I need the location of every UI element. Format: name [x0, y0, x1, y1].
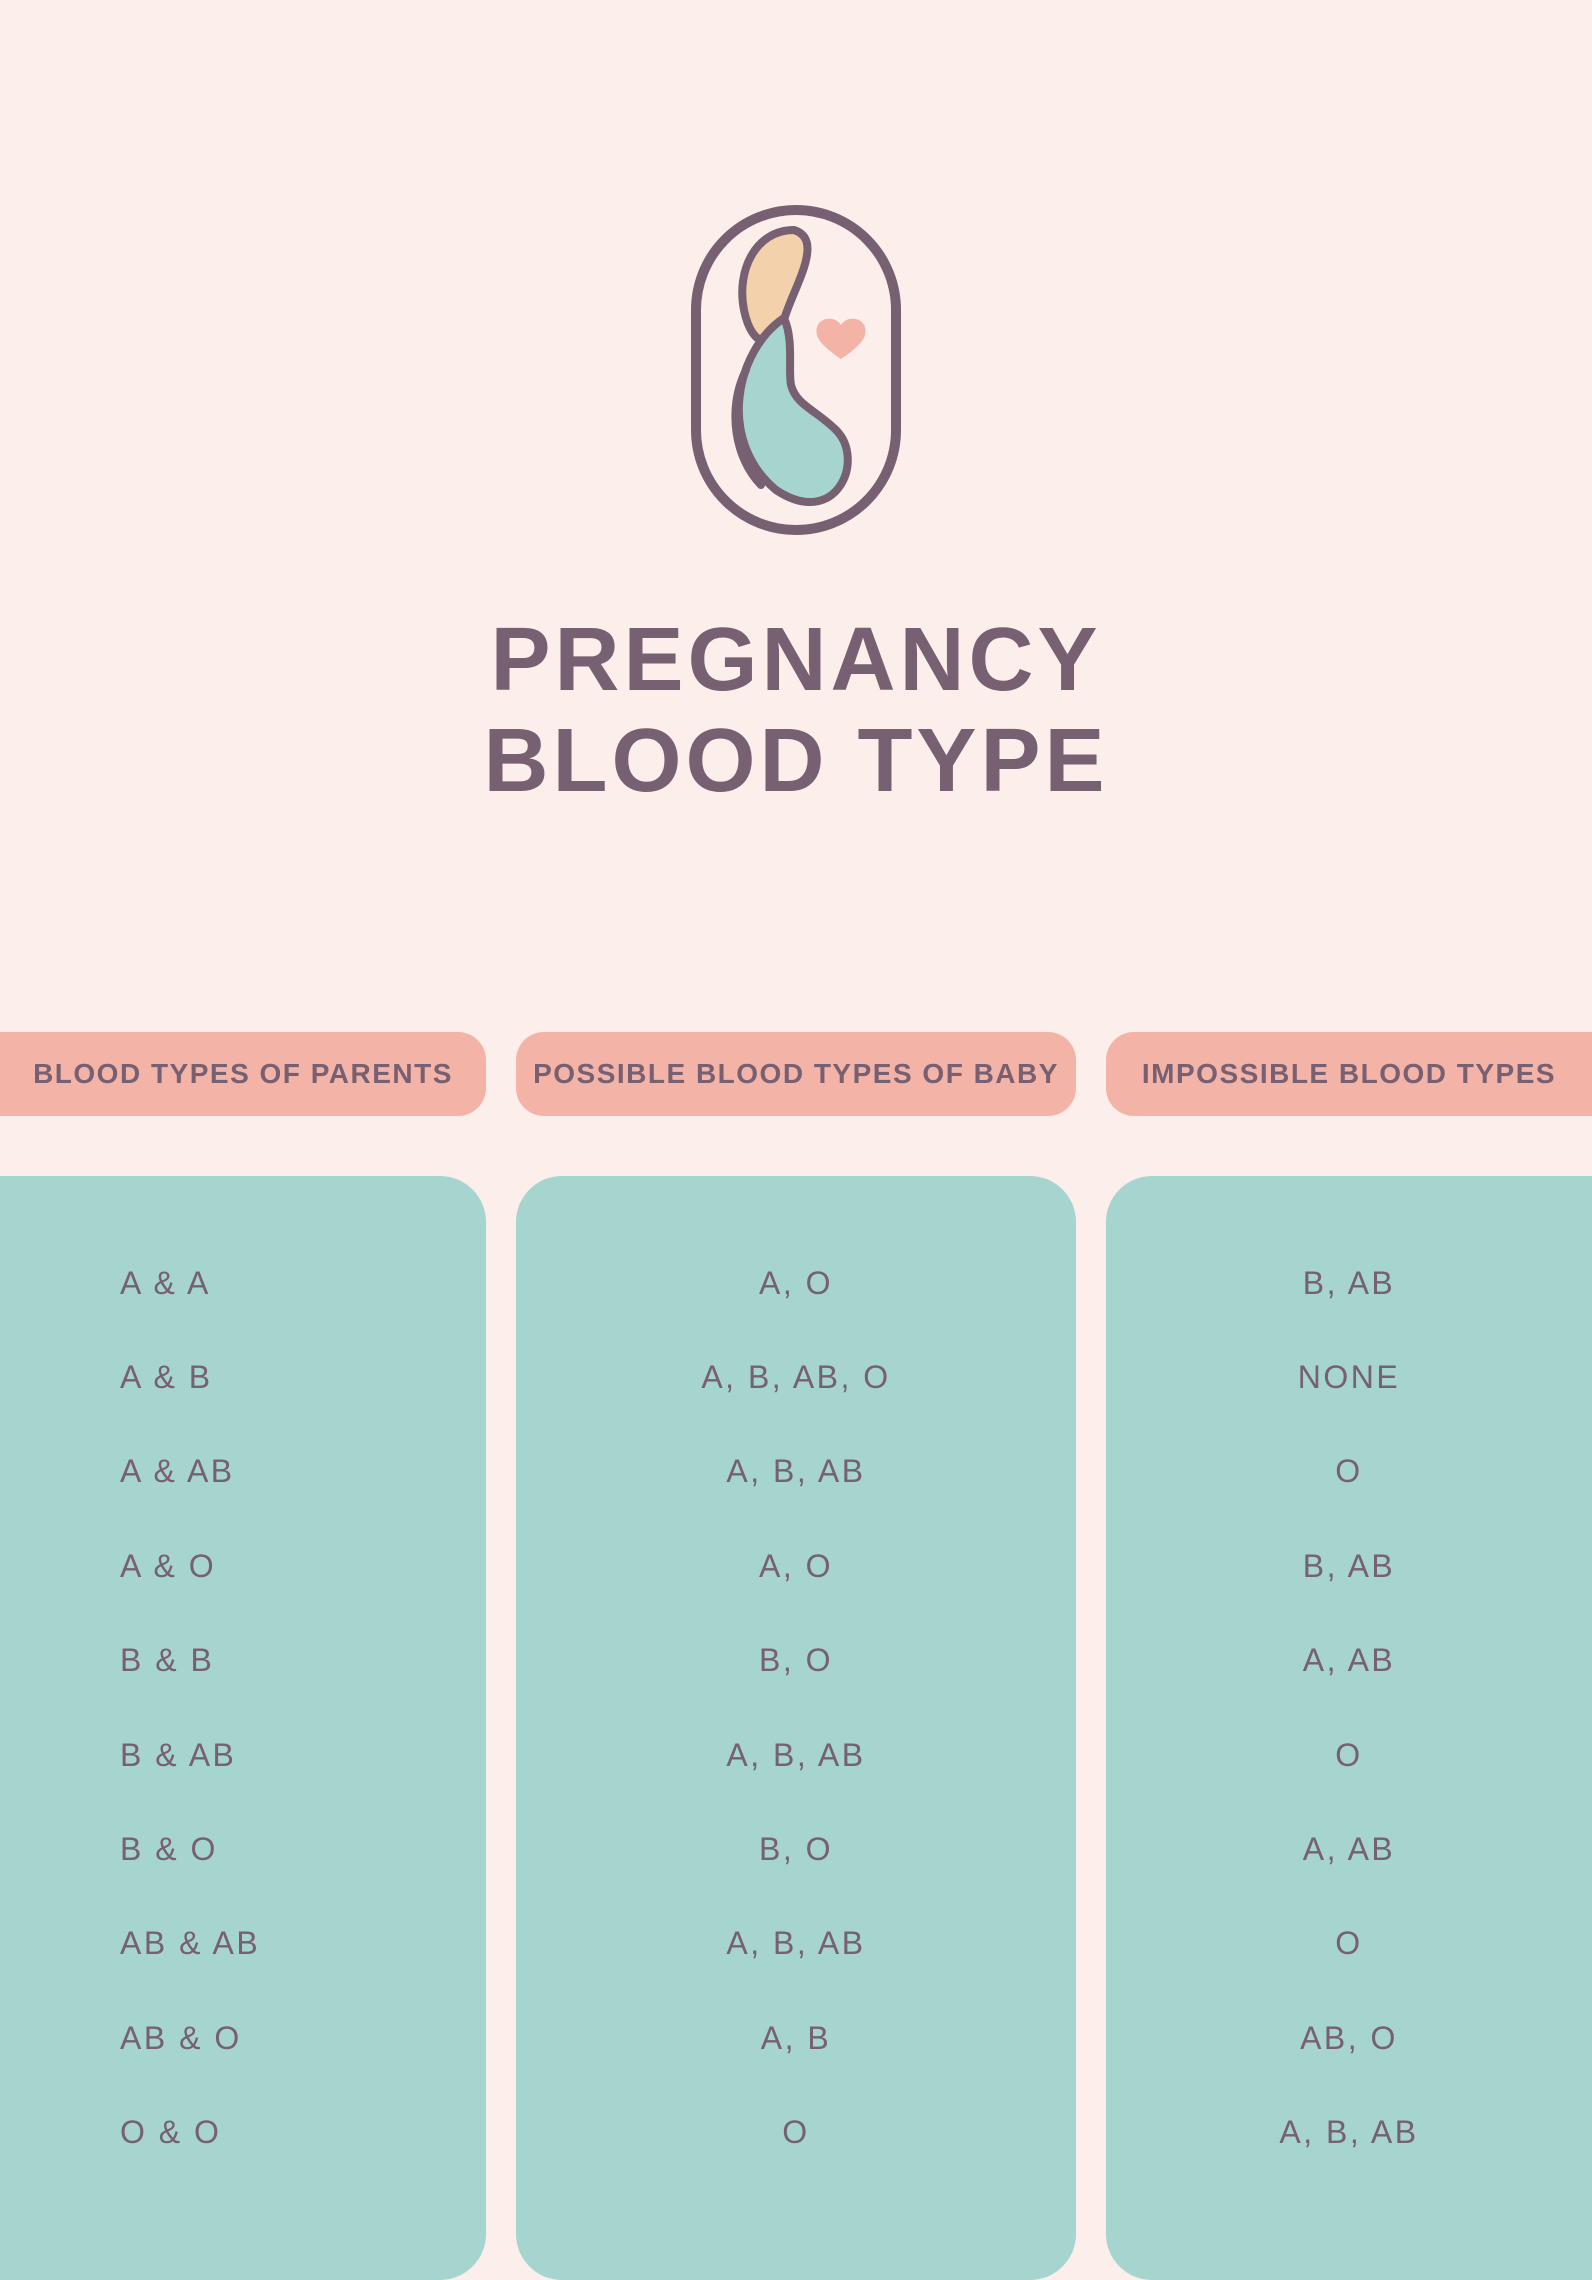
- table-cell: B & AB: [120, 1728, 446, 1782]
- column-impossible: B, AB NONE O B, AB A, AB O A, AB O AB, O…: [1106, 1176, 1592, 2280]
- table-cell: AB & AB: [120, 1916, 446, 1970]
- table-cell: A, O: [556, 1256, 1036, 1310]
- column-possible: A, O A, B, AB, O A, B, AB A, O B, O A, B…: [516, 1176, 1076, 2280]
- table-cell: A, B, AB: [556, 1916, 1036, 1970]
- table-cell: O: [556, 2105, 1036, 2159]
- title-line-2: BLOOD TYPE: [483, 711, 1108, 811]
- table-cell: B, AB: [1146, 1539, 1552, 1593]
- pregnancy-icon: [666, 200, 926, 540]
- table-cell: O & O: [120, 2105, 446, 2159]
- table-cell: AB & O: [120, 2011, 446, 2065]
- table-cell: B, AB: [1146, 1256, 1552, 1310]
- header-parents: BLOOD TYPES OF PARENTS: [0, 1032, 486, 1116]
- table-cell: A, AB: [1146, 1633, 1552, 1687]
- data-columns: A & A A & B A & AB A & O B & B B & AB B …: [0, 1176, 1592, 2280]
- table-cell: A & B: [120, 1350, 446, 1404]
- table-cell: B & B: [120, 1633, 446, 1687]
- table-cell: B, O: [556, 1633, 1036, 1687]
- header-impossible: IMPOSSIBLE BLOOD TYPES: [1106, 1032, 1592, 1116]
- table-cell: A, B, AB: [1146, 2105, 1552, 2159]
- table-cell: A, B, AB, O: [556, 1350, 1036, 1404]
- table-cell: A, B, AB: [556, 1728, 1036, 1782]
- column-headers: BLOOD TYPES OF PARENTS POSSIBLE BLOOD TY…: [0, 1032, 1592, 1116]
- table-cell: NONE: [1146, 1350, 1552, 1404]
- table-cell: O: [1146, 1444, 1552, 1498]
- table-cell: A, B, AB: [556, 1444, 1036, 1498]
- table-cell: O: [1146, 1916, 1552, 1970]
- column-parents: A & A A & B A & AB A & O B & B B & AB B …: [0, 1176, 486, 2280]
- table-cell: A, O: [556, 1539, 1036, 1593]
- table-cell: A, AB: [1146, 1822, 1552, 1876]
- table-cell: B, O: [556, 1822, 1036, 1876]
- table-cell: A & O: [120, 1539, 446, 1593]
- page-title: PREGNANCY BLOOD TYPE: [0, 610, 1592, 812]
- table-cell: A & A: [120, 1256, 446, 1310]
- title-line-1: PREGNANCY: [490, 610, 1101, 710]
- table-cell: A & AB: [120, 1444, 446, 1498]
- table-cell: B & O: [120, 1822, 446, 1876]
- table-cell: O: [1146, 1728, 1552, 1782]
- table-cell: AB, O: [1146, 2011, 1552, 2065]
- table-cell: A, B: [556, 2011, 1036, 2065]
- header-possible: POSSIBLE BLOOD TYPES OF BABY: [516, 1032, 1076, 1116]
- logo: [0, 0, 1592, 540]
